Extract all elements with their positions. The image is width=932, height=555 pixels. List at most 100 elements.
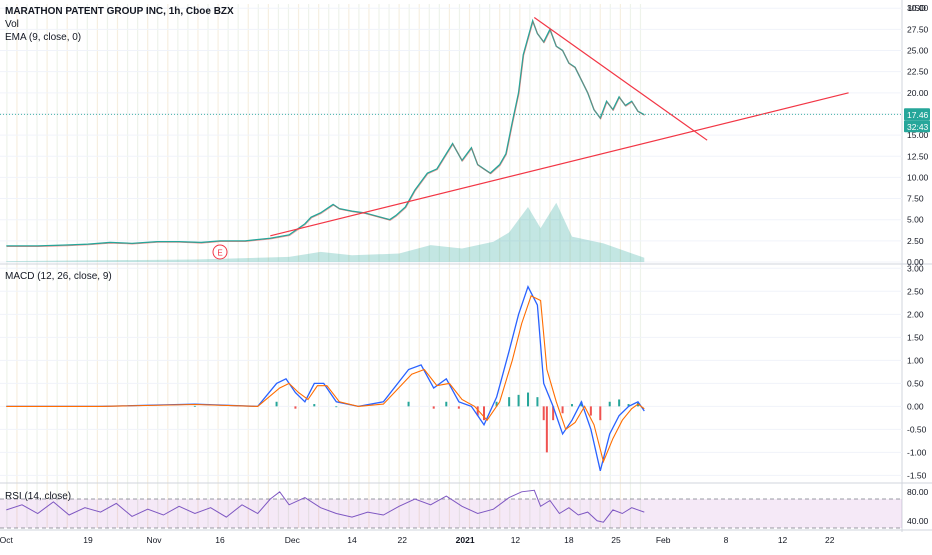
trendline [270, 92, 849, 237]
price-tick-label: 7.50 [907, 194, 924, 204]
rsi-tick-label: 40.00 [907, 516, 929, 526]
session-stripe [589, 4, 591, 528]
session-stripe [16, 4, 18, 528]
macd-histogram-bar [495, 401, 498, 407]
volume-area [6, 202, 645, 262]
rsi-legend: RSI (14, close) [5, 491, 72, 502]
session-stripe [468, 4, 471, 528]
session-stripe [478, 4, 481, 528]
countdown-badge [904, 120, 930, 133]
price-tick-label: 10.00 [907, 172, 929, 182]
macd-tick-label: 3.00 [907, 263, 924, 273]
signal-line [6, 295, 645, 464]
session-stripe [137, 4, 139, 528]
macd-histogram-bar [445, 401, 448, 407]
macd-histogram-bar [483, 406, 485, 421]
macd-histogram-bar [618, 399, 621, 407]
session-stripe [308, 4, 310, 528]
session-stripe [26, 4, 28, 528]
macd-histogram-bar [552, 406, 555, 421]
session-stripe [96, 4, 98, 528]
price-tick-label: 27.50 [907, 24, 929, 34]
grid [0, 0, 932, 532]
macd-histogram-bar [517, 394, 520, 407]
currency-label: USD [908, 3, 926, 13]
macd-pane [6, 285, 645, 471]
session-stripe [257, 4, 259, 528]
session-stripe [297, 4, 300, 528]
session-stripe [338, 4, 340, 528]
chart-title: MARATHON PATENT GROUP INC, 1h, Cboe BZX [5, 6, 234, 17]
macd-line [6, 285, 645, 471]
time-tick-label: 19 [83, 535, 93, 545]
session-stripe [46, 4, 48, 528]
macd-histogram-bar [589, 406, 592, 416]
session-stripe [509, 4, 511, 528]
session-stripe [418, 4, 420, 528]
session-stripe [348, 4, 350, 528]
session-stripe [217, 4, 219, 528]
time-tick-label: 12 [778, 535, 788, 545]
trendline [533, 17, 708, 141]
price-series-line [6, 18, 645, 247]
session-stripe [579, 4, 581, 528]
volume-legend: Vol [5, 19, 19, 30]
time-tick-label: 2021 [456, 535, 475, 545]
session-stripe [66, 4, 68, 528]
session-stripe [36, 4, 38, 528]
countdown-label: 32:43 [907, 122, 929, 132]
price-tick-label: 20.00 [907, 88, 929, 98]
macd-tick-label: -1.50 [907, 470, 927, 480]
macd-histogram-bar [457, 406, 460, 409]
macd-tick-label: 2.50 [907, 286, 924, 296]
session-stripe [549, 4, 551, 528]
time-tick-label: 22 [825, 535, 835, 545]
time-tick-label: 16 [215, 535, 225, 545]
session-stripe [428, 4, 430, 528]
session-stripe [639, 4, 642, 528]
session-stripe [187, 4, 189, 528]
time-tick-label: 14 [347, 535, 357, 545]
axes: 0.002.505.007.5010.0012.5015.0017.5020.0… [0, 3, 930, 545]
time-tick-label: Oct [0, 535, 14, 545]
session-stripe [167, 4, 169, 528]
session-stripe [358, 4, 360, 528]
last-price-label: 17.46 [907, 110, 929, 120]
time-tick-label: 12 [511, 535, 521, 545]
macd-histogram-bar [536, 397, 539, 407]
price-tick-label: 2.50 [907, 236, 924, 246]
session-stripe [126, 4, 129, 528]
session-stripe [529, 4, 531, 528]
time-tick-label: 22 [398, 535, 408, 545]
macd-histogram-bar [275, 401, 278, 407]
time-tick-label: Nov [146, 535, 162, 545]
macd-histogram-bar [432, 406, 435, 409]
price-tick-label: 25.00 [907, 46, 929, 56]
session-stripe [629, 4, 632, 528]
last-price-badge [904, 108, 930, 121]
rsi-band [0, 499, 902, 528]
time-tick-label: 25 [611, 535, 621, 545]
session-stripe [539, 4, 541, 528]
macd-histogram-bar [571, 404, 573, 407]
macd-histogram-bar [561, 406, 564, 414]
macd-histogram-bar [313, 404, 316, 407]
rsi-line [6, 489, 645, 523]
price-tick-label: 0.00 [907, 257, 924, 267]
macd-histogram-bar [193, 405, 196, 407]
session-stripe [116, 4, 119, 528]
session-stripe [499, 4, 501, 528]
macd-tick-label: 0.50 [907, 378, 924, 388]
session-stripe [277, 4, 280, 528]
session-stripe [267, 4, 269, 528]
session-stripe [106, 4, 109, 528]
macd-histogram-bar [508, 397, 511, 407]
macd-histogram-bar [476, 406, 479, 416]
price-tick-label: 22.50 [907, 67, 929, 77]
price-tick-label: 30.00 [907, 3, 929, 13]
rsi-tick-label: 80.00 [907, 487, 929, 497]
session-stripe [388, 4, 390, 528]
macd-histogram-bar [608, 401, 611, 407]
session-stripe [6, 4, 8, 528]
